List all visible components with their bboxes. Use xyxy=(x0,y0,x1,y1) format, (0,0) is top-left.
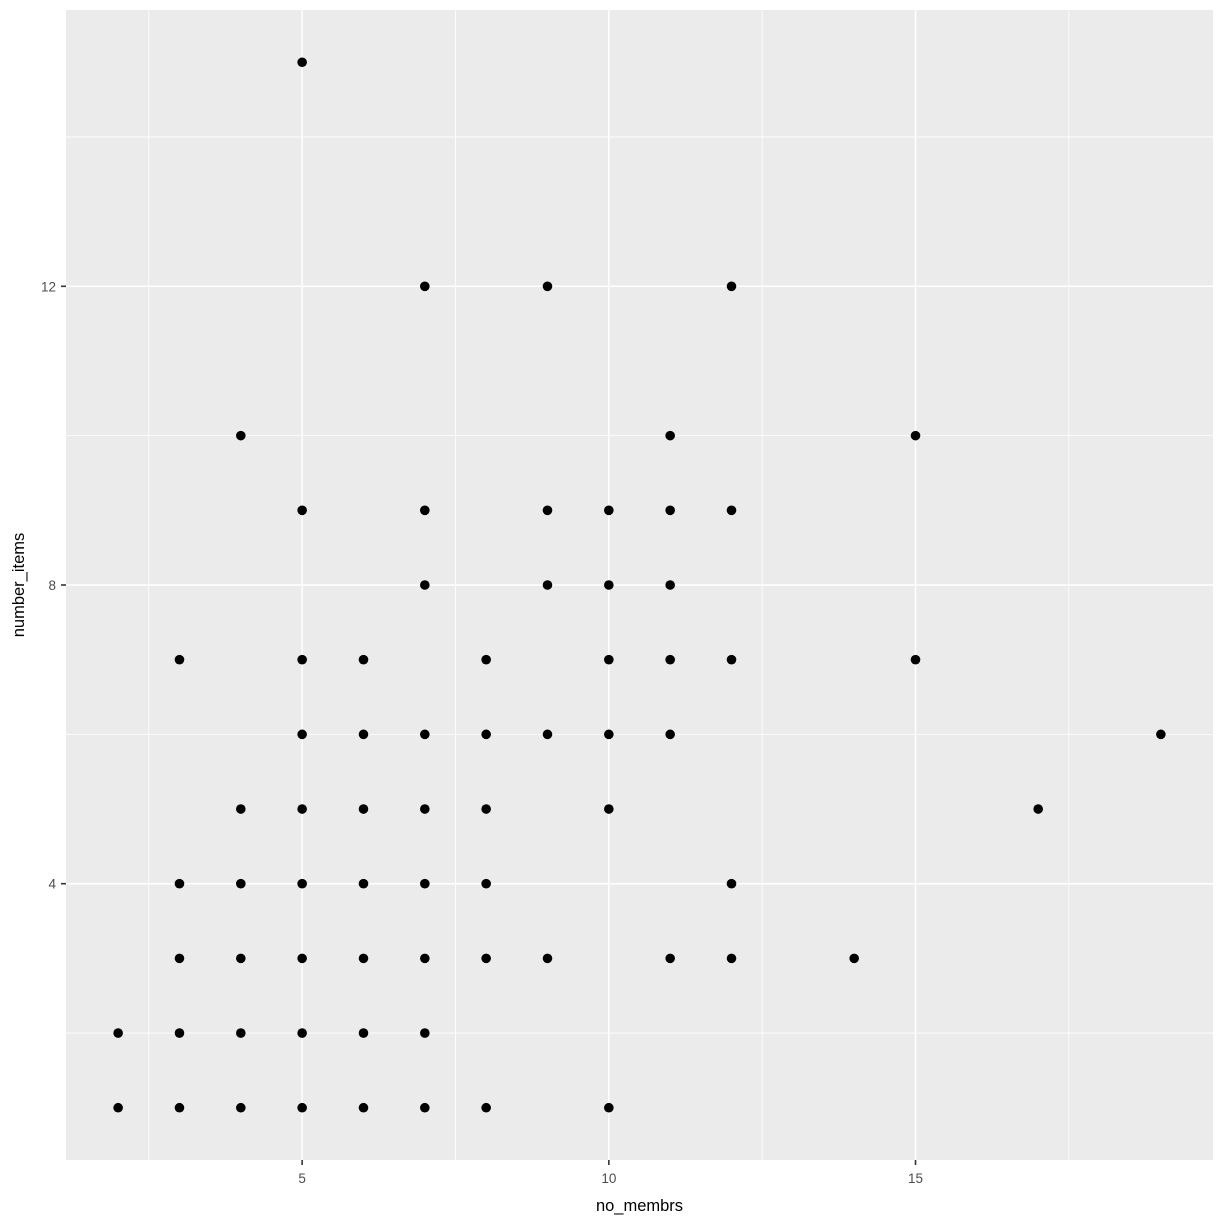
scatter-point xyxy=(297,505,307,516)
scatter-point xyxy=(297,1102,307,1113)
scatter-point xyxy=(358,1028,369,1038)
scatter-point xyxy=(420,729,430,740)
scatter-point xyxy=(604,505,614,516)
scatter-point xyxy=(297,57,307,68)
x-tick-label: 15 xyxy=(908,1171,923,1186)
scatter-point xyxy=(358,878,369,889)
scatter-point xyxy=(358,804,369,814)
scatter-point xyxy=(420,1102,430,1113)
scatter-point xyxy=(297,1028,307,1038)
scatter-point xyxy=(604,1102,614,1113)
scatter-point xyxy=(665,580,675,590)
scatter-point xyxy=(420,281,430,292)
scatter-point xyxy=(236,1102,246,1113)
scatter-point xyxy=(604,654,614,665)
axis-tick-labels: 5 10 15 4 8 12 xyxy=(41,279,923,1186)
x-tick-label: 10 xyxy=(601,1171,616,1186)
scatter-point xyxy=(665,430,675,441)
scatter-point xyxy=(420,1028,430,1038)
scatter-point xyxy=(297,953,307,964)
scatter-point xyxy=(481,654,491,665)
scatter-point xyxy=(358,1102,369,1113)
scatter-point xyxy=(481,729,491,740)
scatter-point xyxy=(726,505,737,516)
y-tick-label: 8 xyxy=(48,578,56,593)
scatter-point xyxy=(297,654,307,665)
scatter-point xyxy=(1033,804,1043,814)
scatter-point xyxy=(174,878,185,889)
scatter-point xyxy=(236,1028,246,1038)
scatter-point xyxy=(665,505,675,516)
data-points xyxy=(113,57,1166,1113)
scatter-point xyxy=(604,580,614,590)
scatter-point xyxy=(604,729,614,740)
scatter-point xyxy=(420,878,430,889)
scatter-point xyxy=(174,1102,185,1113)
scatter-point xyxy=(358,654,369,665)
scatter-point xyxy=(604,804,614,814)
scatter-point xyxy=(297,804,307,814)
scatter-point xyxy=(236,804,246,814)
scatter-point xyxy=(113,1102,123,1113)
scatter-point xyxy=(236,878,246,889)
y-axis-title: number_items xyxy=(10,533,28,638)
scatter-point xyxy=(420,505,430,516)
scatter-point xyxy=(542,505,553,516)
scatter-point xyxy=(726,953,737,964)
scatter-point xyxy=(726,654,737,665)
scatter-point xyxy=(174,953,185,964)
scatter-point xyxy=(236,953,246,964)
scatter-point xyxy=(113,1028,123,1038)
scatter-point xyxy=(542,729,553,740)
scatter-point xyxy=(665,953,675,964)
scatter-point xyxy=(420,953,430,964)
y-tick-label: 4 xyxy=(48,877,56,892)
scatter-point xyxy=(358,729,369,740)
scatter-point xyxy=(236,430,246,441)
scatter-point xyxy=(849,953,859,964)
scatter-point xyxy=(174,1028,185,1038)
scatter-point xyxy=(420,804,430,814)
scatter-point xyxy=(726,281,737,292)
scatter-point xyxy=(297,878,307,889)
scatter-point xyxy=(481,804,491,814)
scatter-point xyxy=(542,580,553,590)
scatter-point xyxy=(481,878,491,889)
scatter-point xyxy=(542,953,553,964)
scatter-point xyxy=(910,654,921,665)
scatter-point xyxy=(481,1102,491,1113)
scatter-point xyxy=(297,729,307,740)
x-tick-label: 5 xyxy=(298,1171,306,1186)
scatter-point xyxy=(726,878,737,889)
scatter-point xyxy=(542,281,553,292)
scatter-point xyxy=(420,580,430,590)
scatter-point xyxy=(910,430,921,441)
y-tick-label: 12 xyxy=(41,279,56,294)
axis-tick-marks xyxy=(61,285,917,1165)
scatter-point xyxy=(665,729,675,740)
scatter-point xyxy=(174,654,185,665)
scatter-point xyxy=(1156,729,1166,740)
scatter-point xyxy=(358,953,369,964)
x-axis-title: no_membrs xyxy=(596,1197,683,1215)
scatter-point xyxy=(665,654,675,665)
scatter-point xyxy=(481,953,491,964)
